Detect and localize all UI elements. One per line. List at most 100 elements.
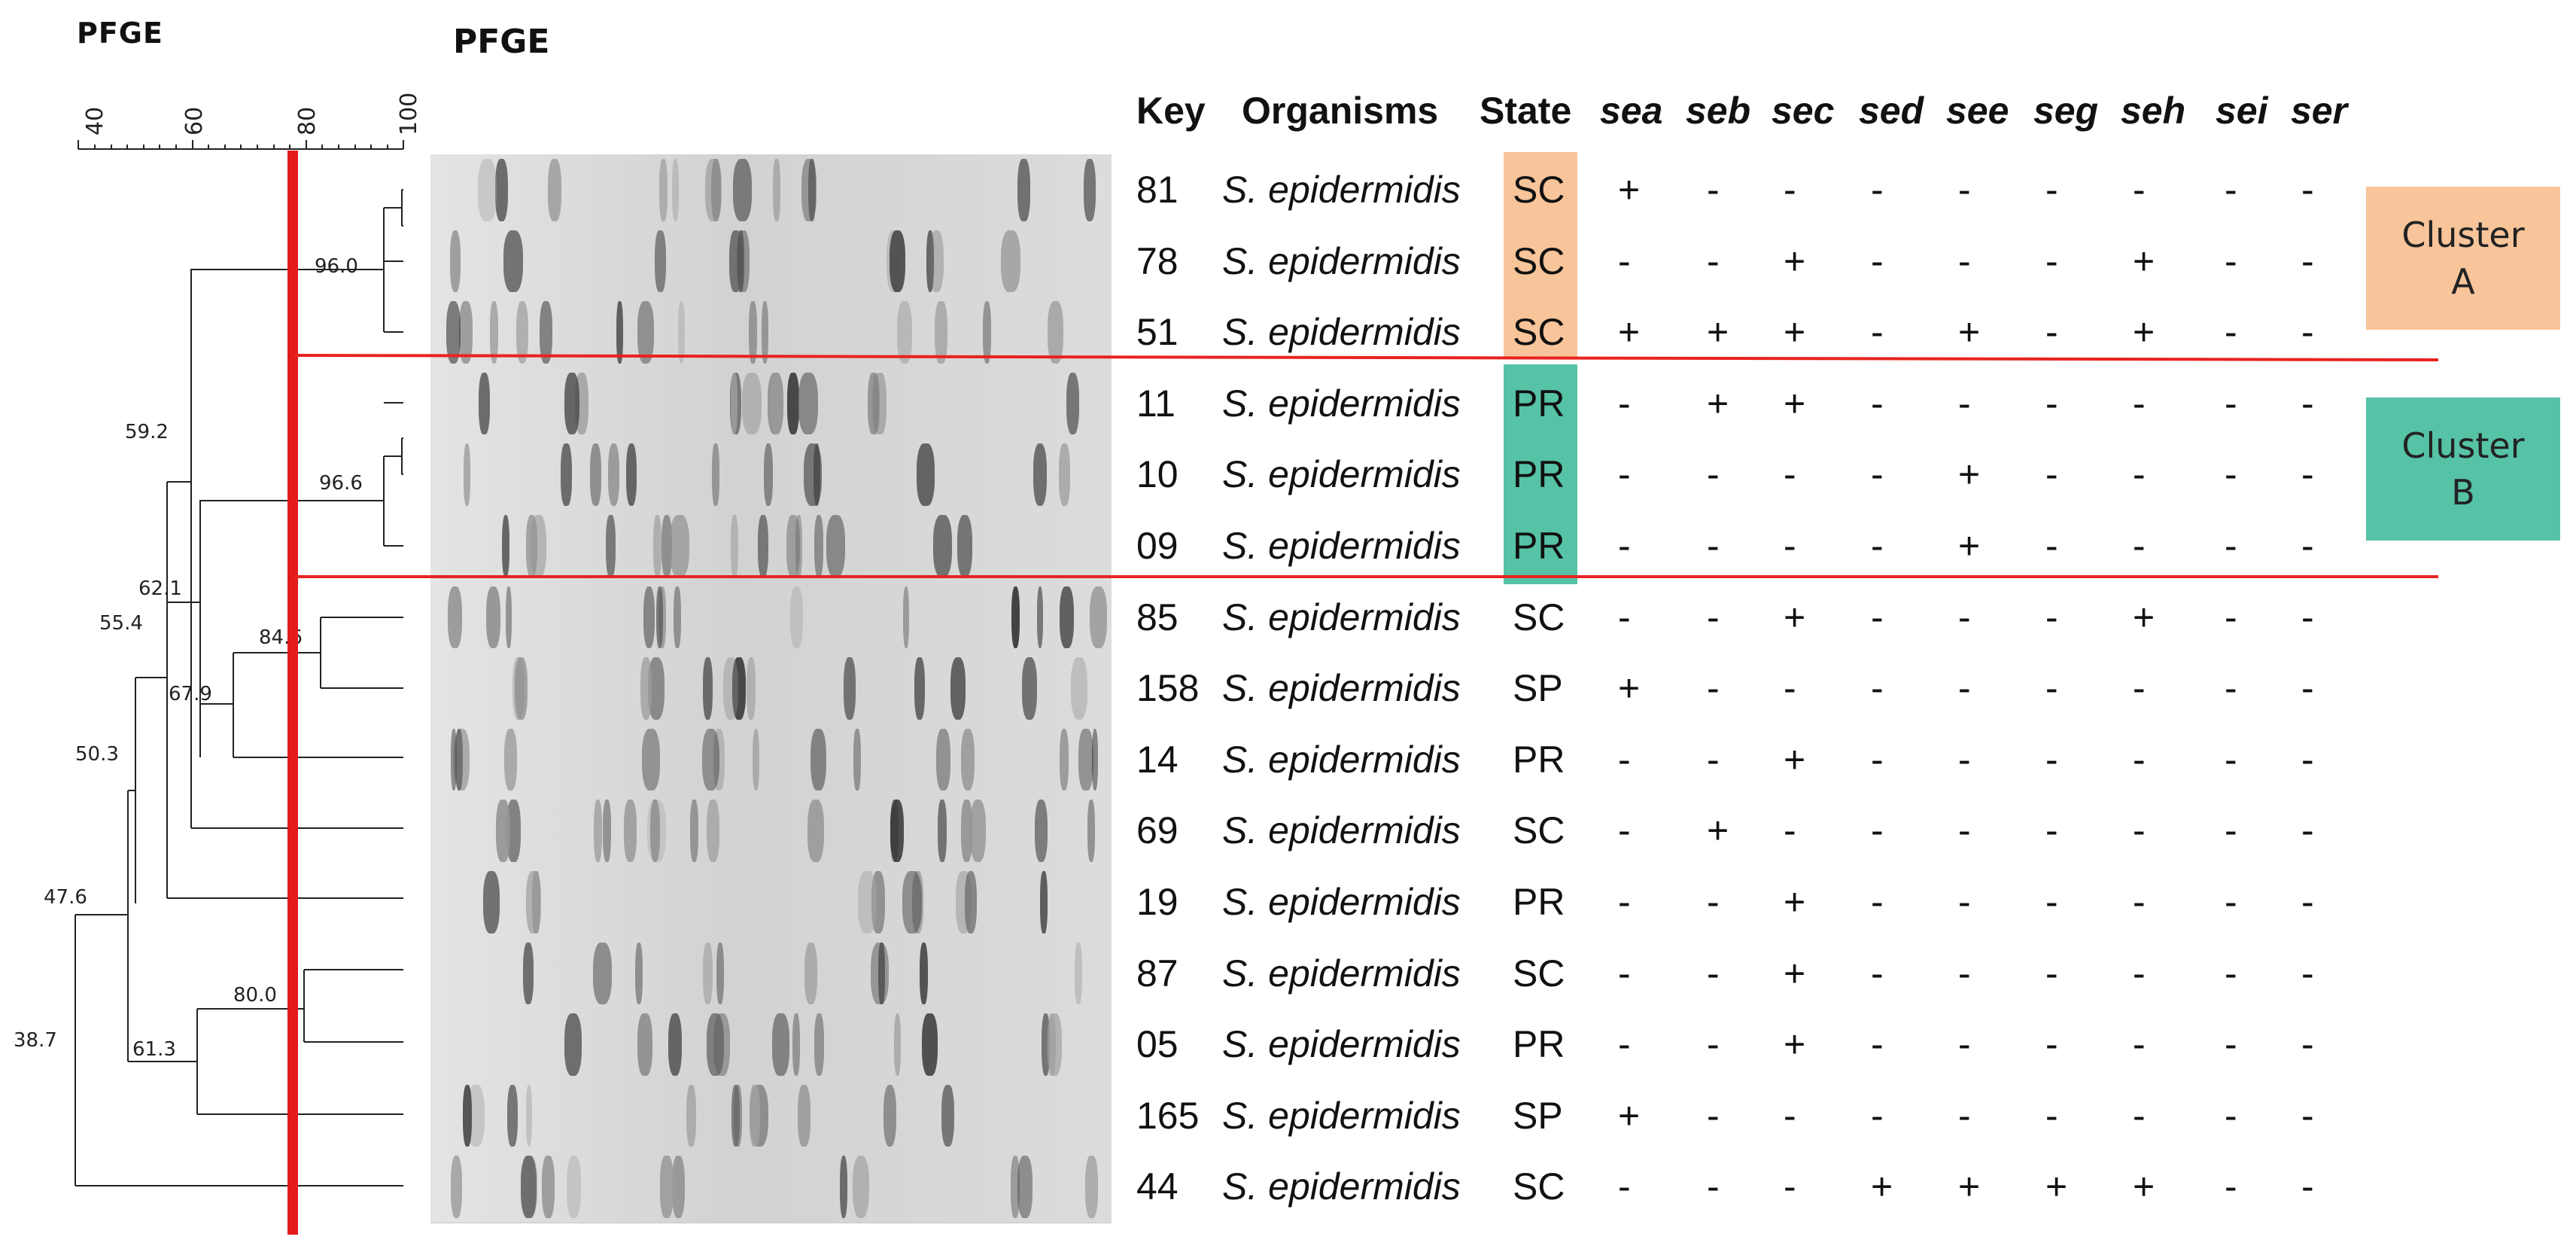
gel-band: [716, 942, 725, 1005]
row-gene-result: -: [1707, 1094, 1720, 1137]
gel-band: [1011, 586, 1020, 649]
row-organism: S. epidermidis: [1222, 311, 1461, 354]
cluster-a-state-highlight: [1504, 152, 1577, 358]
row-organism: S. epidermidis: [1222, 1094, 1461, 1137]
header-gene: sec: [1772, 90, 1835, 132]
row-gene-result: -: [1871, 169, 1884, 211]
row-gene-result: -: [1871, 239, 1884, 282]
gel-band: [564, 372, 579, 435]
row-gene-result: -: [2225, 809, 2237, 852]
row-gene-result: +: [1707, 382, 1729, 425]
gel-band: [1048, 1013, 1063, 1076]
gel-lane: [430, 510, 1112, 582]
row-state: PR: [1513, 881, 1565, 923]
row-gene-result: -: [1784, 453, 1796, 496]
gel-band: [789, 586, 804, 649]
gel-band: [647, 657, 665, 720]
gel-band: [1040, 871, 1048, 934]
header-gene: sei: [2216, 90, 2268, 132]
row-state: SC: [1513, 311, 1565, 354]
row-gene-result: -: [2225, 382, 2237, 425]
gel-band: [489, 301, 499, 364]
row-state: PR: [1513, 525, 1565, 567]
gel-band: [1041, 1013, 1050, 1076]
header-gene: seg: [2033, 90, 2099, 132]
gel-band: [1085, 1156, 1098, 1218]
gel-band: [889, 230, 906, 293]
row-gene-result: -: [1618, 239, 1631, 282]
gel-band: [702, 657, 713, 720]
row-gene-result: -: [1871, 382, 1884, 425]
row-gene-result: +: [2133, 311, 2155, 354]
gel-band: [516, 301, 529, 364]
gel-band: [1070, 657, 1088, 720]
gel-lane: [430, 154, 1112, 226]
gel-band: [814, 515, 823, 577]
row-gene-result: -: [1871, 738, 1884, 781]
scale-tick-labels: 40 60 80 100: [82, 93, 421, 136]
gel-band: [758, 515, 768, 577]
node-label: 50.3: [75, 743, 119, 766]
row-gene-result: -: [1871, 952, 1884, 995]
gel-band: [459, 301, 473, 364]
gel-band: [917, 443, 935, 506]
row-gene-result: -: [2225, 881, 2237, 923]
gel-band: [1087, 800, 1095, 862]
row-organism: S. epidermidis: [1222, 525, 1461, 567]
gel-band: [807, 800, 825, 862]
gel-band: [494, 159, 508, 221]
gel-band: [593, 800, 603, 862]
scale-tick-label: 40: [82, 107, 108, 136]
gel-band: [446, 301, 461, 364]
gel-band: [770, 372, 783, 435]
gel-band: [616, 301, 623, 364]
gel-band: [883, 1084, 897, 1147]
row-gene-result: -: [1958, 382, 1971, 425]
row-gene-result: -: [1618, 1023, 1631, 1066]
gel-band: [897, 301, 912, 364]
row-gene-result: -: [2301, 1023, 2314, 1066]
row-gene-result: +: [1707, 809, 1729, 852]
gel-band: [660, 1156, 674, 1218]
row-gene-result: -: [2225, 1094, 2237, 1137]
row-gene-result: -: [2133, 1023, 2146, 1066]
row-gene-result: -: [2133, 952, 2146, 995]
row-gene-result: +: [1958, 525, 1981, 567]
row-gene-result: -: [1707, 738, 1720, 781]
node-label: 96.6: [319, 472, 363, 495]
cutoff-line: [287, 151, 298, 1235]
gel-band: [656, 586, 664, 649]
row-gene-result: -: [2133, 809, 2146, 852]
row-gene-result: -: [2133, 453, 2146, 496]
row-gene-result: -: [2225, 738, 2237, 781]
row-gene-result: -: [1958, 952, 1971, 995]
gel-band: [707, 1013, 724, 1076]
scale-tick-label: 60: [181, 107, 208, 136]
header-organisms: Organisms: [1242, 90, 1439, 132]
gel-band: [602, 800, 611, 862]
gel-band: [722, 657, 739, 720]
row-state: SC: [1513, 1165, 1565, 1208]
gel-band: [643, 586, 655, 649]
gel-band: [564, 1013, 582, 1076]
row-gene-result: -: [2045, 239, 2058, 282]
gel-band: [867, 372, 880, 435]
row-gene-result: -: [2133, 1094, 2146, 1137]
gel-band: [890, 800, 899, 862]
row-gene-result: +: [1958, 453, 1981, 496]
gel-band: [787, 372, 799, 435]
row-gene-result: -: [1784, 169, 1796, 211]
row-gene-result: -: [1958, 738, 1971, 781]
gel-band: [804, 942, 817, 1005]
gel-band: [503, 728, 518, 791]
row-gene-result: -: [1871, 453, 1884, 496]
cluster-b-label: Cluster B: [2366, 398, 2560, 541]
gel-band: [1078, 728, 1093, 791]
row-gene-result: -: [1958, 1023, 1971, 1066]
gel-band: [503, 230, 523, 293]
header-gene: sed: [1859, 90, 1924, 132]
gel-band: [637, 1013, 652, 1076]
cluster-b-state-highlight: [1504, 364, 1577, 584]
row-gene-result: -: [1958, 1094, 1971, 1137]
row-gene-result: -: [1871, 525, 1884, 567]
